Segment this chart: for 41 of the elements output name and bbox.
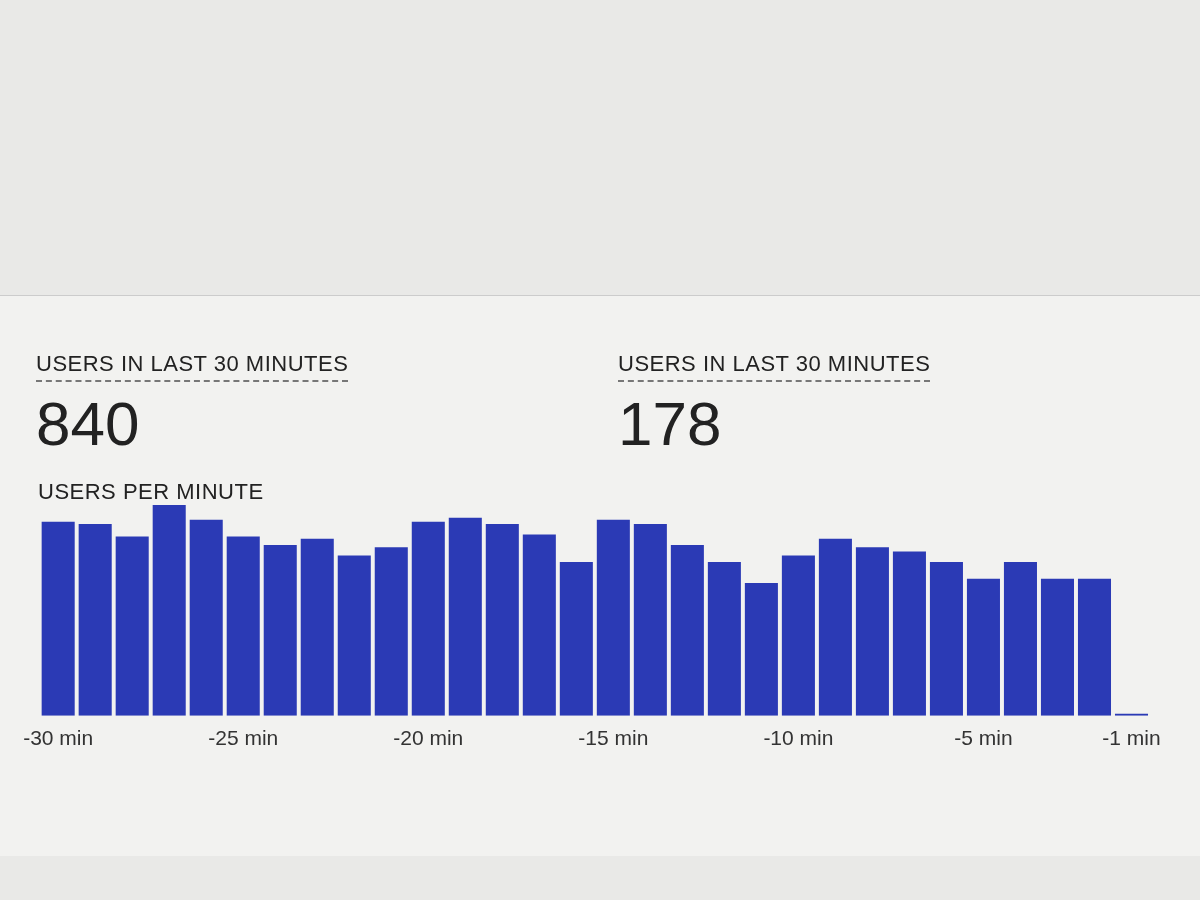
- bar: [448, 517, 482, 716]
- bar: [152, 505, 186, 716]
- bar: [966, 578, 1000, 716]
- bar: [374, 547, 408, 716]
- bar: [559, 561, 593, 716]
- text: USERS IN LAST 30 MINUTES: [618, 351, 931, 382]
- bar: [226, 536, 260, 716]
- bar: [892, 551, 926, 716]
- bar: [707, 561, 741, 716]
- text: 178: [618, 388, 723, 459]
- bar: [744, 583, 778, 716]
- bar: [115, 536, 149, 716]
- x-tick-label: -1 min: [1102, 726, 1161, 750]
- bar: [337, 555, 371, 716]
- bar: [818, 538, 852, 716]
- x-tick-label: -15 min: [578, 726, 649, 750]
- x-tick-label: -10 min: [763, 726, 834, 750]
- x-tick-label: -30 min: [23, 726, 94, 750]
- text: USERS IN LAST 30 MINUTES: [36, 351, 349, 382]
- bar: [929, 561, 963, 716]
- bar: [522, 534, 556, 716]
- bar: [633, 523, 667, 716]
- bar: [41, 521, 75, 716]
- bar: [1040, 578, 1074, 716]
- bar: [263, 545, 297, 716]
- text: 840: [36, 388, 141, 459]
- x-tick-label: -20 min: [393, 726, 464, 750]
- bar: [1003, 561, 1037, 716]
- bar: [855, 547, 889, 716]
- bar: [78, 523, 112, 716]
- bar: [596, 519, 630, 716]
- x-tick-label: -5 min: [954, 726, 1013, 750]
- chart-title: USERS PER MINUTE: [38, 479, 265, 505]
- bar: [300, 538, 334, 716]
- bar: [485, 523, 519, 716]
- bar: [781, 555, 815, 716]
- bar: [411, 521, 445, 716]
- bar: [670, 545, 704, 716]
- bar: [189, 519, 223, 716]
- x-tick-label: -25 min: [208, 726, 279, 750]
- bar: [1077, 578, 1112, 716]
